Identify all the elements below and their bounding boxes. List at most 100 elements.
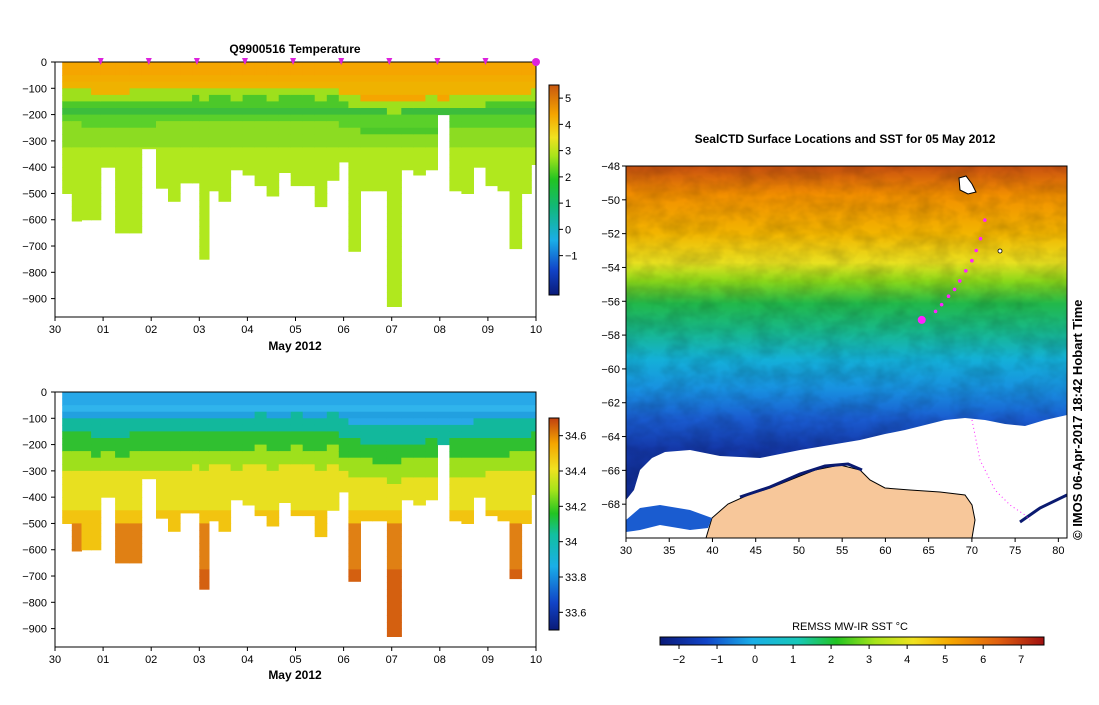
profile-cell: [199, 154, 210, 162]
profile-cell: [129, 81, 143, 89]
profile-cell: [129, 556, 143, 564]
profile-cell: [521, 451, 532, 459]
profile-cell: [302, 477, 316, 485]
profile-cell: [156, 167, 169, 175]
profile-cell: [266, 503, 280, 511]
profile-cell: [230, 464, 244, 472]
profile-cell: [386, 608, 402, 616]
profile-cell: [91, 68, 102, 76]
profile-cell: [129, 444, 143, 452]
profile-cell: [314, 62, 328, 70]
profile-cell: [81, 154, 92, 162]
profile-cell: [208, 134, 220, 142]
profile-cell: [100, 444, 116, 452]
profile-cell: [386, 305, 402, 307]
profile-cell: [360, 140, 373, 148]
profile-cell: [497, 94, 511, 102]
profile-cell: [91, 497, 102, 505]
profile-cell: [360, 114, 373, 122]
profile-cell: [199, 101, 210, 109]
profile-cell: [192, 167, 200, 175]
profile-cell: [372, 75, 388, 83]
profile-cell: [242, 160, 256, 168]
profile-cell: [100, 160, 116, 168]
profile-cell: [437, 62, 450, 70]
profile-cell: [129, 477, 143, 485]
profile-cell: [62, 173, 73, 181]
profile-cell: [338, 457, 349, 465]
seal-location: [957, 279, 962, 283]
profile-cell: [386, 62, 402, 70]
profile-cell: [180, 438, 193, 446]
profile-cell: [314, 140, 328, 148]
profile-cell: [62, 62, 73, 70]
profile-cell: [314, 530, 328, 538]
profile-cell: [129, 438, 143, 446]
profile-cell: [485, 392, 499, 400]
profile-cell: [473, 154, 487, 162]
temperature-x-tick-label: 03: [193, 324, 205, 336]
profile-cell: [372, 114, 388, 122]
profile-cell: [208, 470, 220, 478]
profile-cell: [360, 186, 373, 192]
profile-cell: [230, 424, 244, 432]
profile-cell: [266, 62, 280, 70]
profile-cell: [129, 193, 143, 201]
profile-cell: [115, 464, 131, 472]
profile-cell: [156, 134, 169, 142]
profile-cell: [302, 173, 316, 181]
salinity-y-tick-label: −200: [22, 440, 47, 452]
profile-cell: [71, 549, 82, 552]
profile-cell: [254, 81, 268, 89]
profile-cell: [473, 140, 487, 148]
profile-cell: [386, 167, 402, 175]
profile-cell: [141, 75, 157, 83]
profile-cell: [497, 444, 511, 452]
profile-cell: [401, 147, 414, 155]
profile-cell: [314, 75, 328, 83]
profile-cell: [386, 477, 402, 485]
profile-cell: [129, 490, 143, 498]
profile-cell: [348, 134, 361, 142]
profile-cell: [314, 167, 328, 175]
profile-cell: [254, 424, 268, 432]
profile-cell: [302, 108, 316, 116]
profile-cell: [91, 134, 102, 142]
profile-cell: [485, 167, 499, 175]
sst-map-panel: SealCTD Surface Locations and SST for 05…: [601, 132, 1085, 666]
profile-cell: [62, 451, 73, 459]
profile-cell: [473, 457, 487, 465]
profile-cell: [348, 219, 361, 227]
sst-map-y-axis: −48−50−52−54−56−58−60−62−64−66−68: [601, 161, 626, 511]
profile-cell: [62, 180, 73, 188]
profile-cell: [521, 477, 532, 485]
profile-cell: [129, 549, 143, 557]
profile-cell: [348, 226, 361, 234]
profile-cell: [242, 154, 256, 162]
profile-cell: [254, 484, 268, 492]
sst-y-tick-label: −64: [601, 432, 620, 444]
profile-cell: [156, 418, 169, 426]
profile-cell: [485, 431, 499, 439]
profile-cell: [348, 470, 361, 478]
temperature-y-tick-label: −300: [22, 136, 47, 148]
profile-cell: [348, 75, 361, 83]
profile-cell: [425, 411, 438, 419]
profile-cell: [71, 530, 82, 538]
profile-cell: [348, 510, 361, 518]
profile-cell: [115, 114, 131, 122]
profile-cell: [242, 127, 256, 135]
profile-cell: [129, 392, 143, 400]
profile-cell: [115, 108, 131, 116]
profile-cell: [81, 108, 92, 116]
profile-cell: [230, 497, 244, 501]
profile-cell: [254, 444, 268, 452]
profile-cell: [180, 490, 193, 498]
profile-cell: [386, 464, 402, 472]
profile-cell: [62, 516, 73, 524]
profile-cell: [531, 140, 536, 148]
profile-cell: [199, 134, 210, 142]
profile-cell: [437, 424, 450, 432]
profile-cell: [71, 477, 82, 485]
profile-cell: [497, 398, 511, 406]
